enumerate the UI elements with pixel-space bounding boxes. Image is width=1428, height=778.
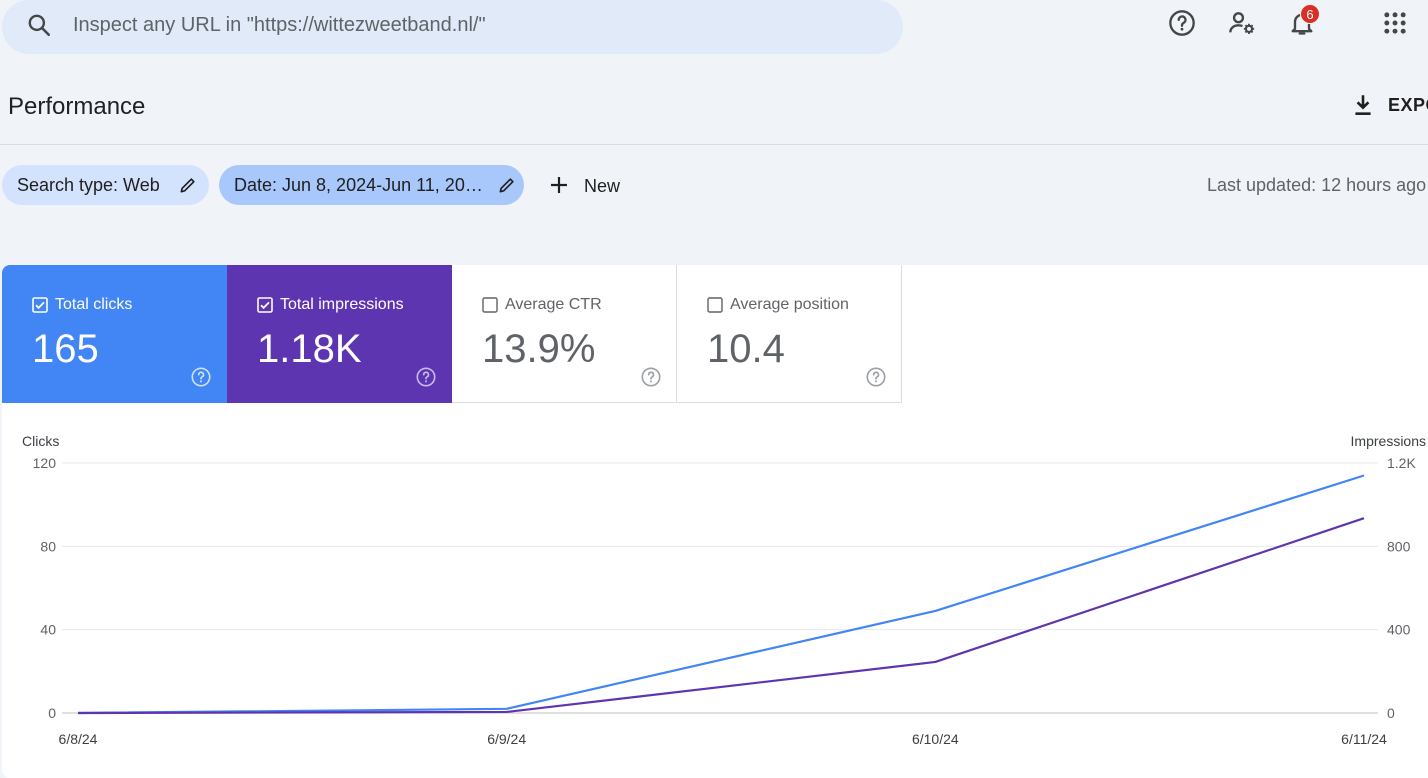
date-range-label: Date: Jun 8, 2024-Jun 11, 20… (234, 175, 483, 195)
metric-label: Average position (730, 296, 849, 313)
right-axis-label: Impressions (1351, 433, 1426, 449)
help-icon[interactable] (1168, 9, 1196, 37)
download-icon (1355, 95, 1371, 115)
checkbox-checked-icon[interactable] (257, 297, 273, 313)
edit-pencil-icon (499, 178, 514, 193)
search-icon (28, 14, 51, 37)
url-inspection-search[interactable]: Inspect any URL in "https://wittezweetba… (2, 0, 903, 54)
metric-card-average-ctr[interactable]: Average CTR 13.9% (452, 265, 677, 403)
metric-label: Average CTR (505, 296, 602, 313)
edit-pencil-icon (180, 178, 195, 193)
x-tick-label: 6/10/24 (912, 731, 959, 747)
help-icon[interactable] (190, 366, 212, 388)
left-tick-label: 80 (40, 538, 56, 554)
right-tick-label: 400 (1387, 622, 1411, 638)
right-tick-label: 1.2K (1387, 455, 1416, 471)
checkbox-unchecked-icon[interactable] (707, 297, 723, 313)
series-line-total-impressions (77, 517, 1365, 715)
metric-label: Total impressions (280, 296, 404, 313)
x-tick-label: 6/9/24 (487, 731, 526, 747)
x-tick-label: 6/8/24 (59, 731, 98, 747)
series-line-total-clicks (77, 474, 1365, 715)
notification-count-badge: 6 (1300, 4, 1320, 24)
left-axis-label: Clicks (22, 433, 59, 449)
page-title: Performance (8, 93, 146, 120)
search-input[interactable]: Inspect any URL in "https://wittezweetba… (73, 14, 486, 36)
date-filter-chip[interactable]: Date: Jun 8, 2024-Jun 11, 20… (219, 165, 524, 205)
performance-line-chart: Clicks Impressions 0 40 80 120 0 400 800 1.2K 6/8/… (22, 433, 1426, 747)
metric-value: 165 (32, 327, 99, 371)
search-type-filter-chip[interactable]: Search type: Web (2, 165, 209, 205)
metric-value: 10.4 (707, 327, 785, 371)
right-tick-label: 800 (1387, 538, 1411, 554)
help-icon[interactable] (415, 366, 437, 388)
header-divider (0, 144, 1428, 145)
left-tick-label: 0 (48, 705, 56, 721)
left-tick-label: 40 (40, 622, 56, 638)
apps-grid-icon[interactable] (1381, 9, 1409, 37)
help-icon[interactable] (865, 366, 887, 388)
checkbox-unchecked-icon[interactable] (482, 297, 498, 313)
metric-value: 13.9% (482, 327, 596, 371)
search-type-label: Search type: Web (17, 175, 160, 195)
metric-card-total-clicks[interactable]: Total clicks 165 (2, 265, 227, 403)
metric-value: 1.18K (257, 327, 362, 371)
export-label: EXPO (1388, 95, 1428, 115)
right-tick-label: 0 (1387, 705, 1395, 721)
x-tick-label: 6/11/24 (1341, 731, 1387, 747)
left-tick-label: 120 (33, 455, 57, 471)
last-updated-text: Last updated: 12 hours ago (1207, 175, 1427, 195)
checkbox-checked-icon[interactable] (32, 297, 48, 313)
metric-card-total-impressions[interactable]: Total impressions 1.18K (227, 265, 452, 403)
metric-card-average-position[interactable]: Average position 10.4 (677, 265, 902, 403)
manage-users-icon[interactable] (1228, 9, 1256, 37)
top-bar: Inspect any URL in "https://wittezweetba… (0, 0, 1428, 56)
metric-label: Total clicks (55, 296, 133, 313)
plus-icon (551, 177, 567, 193)
help-icon[interactable] (640, 366, 662, 388)
new-filter-label: New (584, 176, 621, 196)
